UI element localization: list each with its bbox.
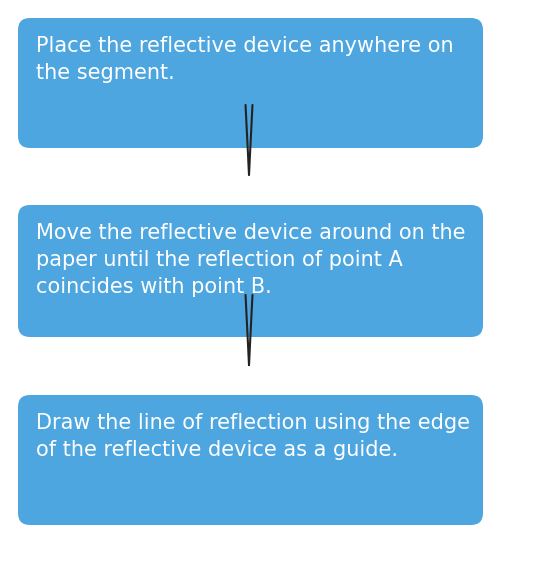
FancyBboxPatch shape [18, 395, 483, 525]
Text: Draw the line of reflection using the edge
of the reflective device as a guide.: Draw the line of reflection using the ed… [36, 413, 470, 460]
Text: Move the reflective device around on the
paper until the reflection of point A
c: Move the reflective device around on the… [36, 223, 465, 298]
FancyBboxPatch shape [18, 205, 483, 337]
FancyBboxPatch shape [18, 18, 483, 148]
Text: Place the reflective device anywhere on
the segment.: Place the reflective device anywhere on … [36, 36, 453, 83]
